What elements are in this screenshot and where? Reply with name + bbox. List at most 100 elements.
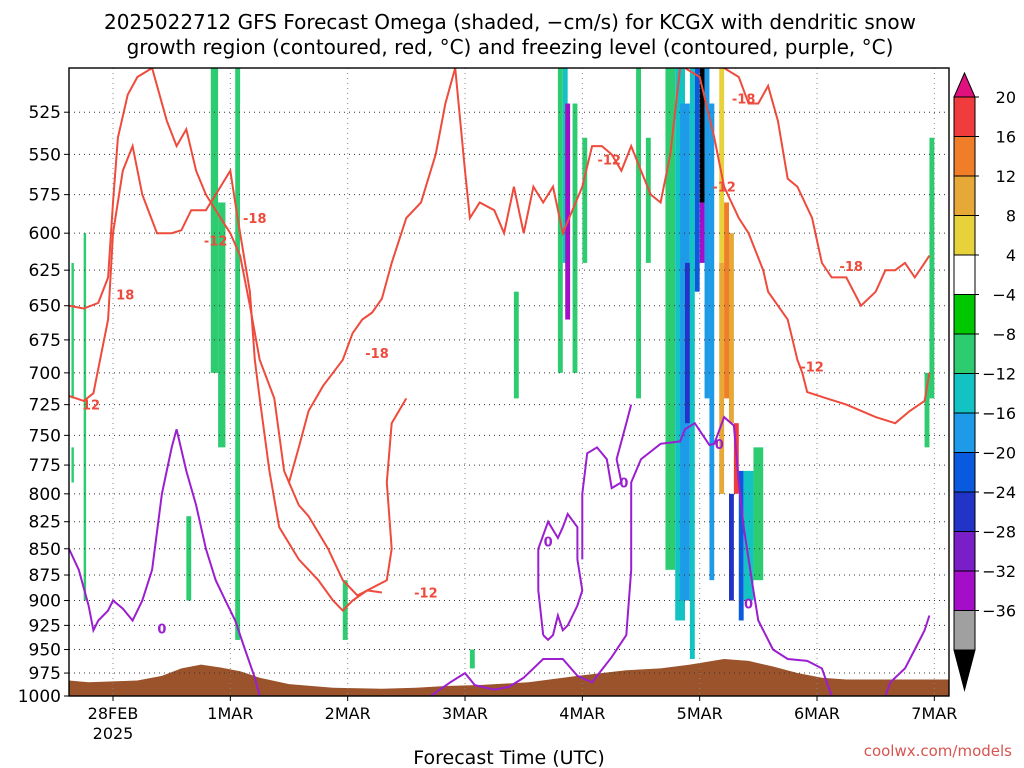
omega-cell-5 — [71, 262, 74, 399]
omega-cell-43 — [699, 68, 705, 203]
omega-cell-15 — [235, 68, 241, 640]
y-tick-label-675: 675 — [29, 331, 61, 351]
y-tick-label-750: 750 — [29, 426, 61, 446]
omega-cell-9 — [171, 68, 177, 104]
colorbar-box-0 — [953, 96, 976, 137]
colorbar-box-11 — [953, 531, 976, 572]
colorbar-top-arrow — [953, 71, 976, 98]
omega-cell-37 — [665, 68, 676, 570]
contour-label-5: -12 — [414, 586, 438, 601]
x-tick-sublabel-28FEB: 2025 — [93, 724, 134, 743]
x-tick-label-6MAR: 6MAR — [794, 704, 840, 723]
contour-label-11: 0 — [157, 622, 166, 637]
y-tick-label-650: 650 — [29, 297, 61, 317]
omega-cell-20 — [337, 482, 353, 528]
omega-cell-14 — [225, 262, 233, 448]
omega-cell-61 — [929, 569, 935, 621]
omega-cell-6 — [71, 447, 74, 483]
colorbar-label-1: 16 — [996, 128, 1016, 147]
plot-frame — [68, 67, 950, 697]
omega-shading-layer — [71, 68, 935, 669]
contour-label-14: 0 — [715, 438, 724, 453]
omega-cell-10 — [191, 68, 197, 373]
colorbar-box-8 — [953, 412, 976, 453]
contour-layer — [69, 68, 931, 696]
omega-cell-47 — [714, 137, 720, 601]
grid-layer — [69, 68, 949, 696]
omega-cell-27 — [513, 291, 519, 399]
omega-cell-41 — [689, 68, 695, 660]
omega-cell-35 — [636, 68, 641, 399]
omega-cell-45 — [704, 68, 710, 399]
contour-label-10: -12 — [800, 360, 824, 375]
x-tick-label-7MAR: 7MAR — [911, 704, 957, 723]
contour-label-layer: 18 12 -18 -12 -18 -12 -12 -18 -12 -18 -12 0 0 0 0 0 — [82, 92, 863, 637]
omega-cell-16 — [240, 103, 245, 263]
x-tick-label-2MAR: 2MAR — [325, 704, 371, 723]
omega-cell-12 — [210, 68, 219, 373]
colorbar-box-10 — [953, 491, 976, 532]
omega-cell-55 — [743, 470, 754, 601]
terrain-surface — [69, 659, 949, 696]
omega-cell-19 — [308, 470, 314, 517]
y-tick-label-600: 600 — [29, 224, 61, 244]
omega-cell-50 — [724, 202, 729, 399]
colorbar-box-6 — [953, 333, 976, 374]
omega-cell-51 — [729, 233, 734, 424]
freezing-level-contour-0 — [69, 429, 261, 696]
y-tick-label-525: 525 — [29, 103, 61, 123]
colorbar-label-12: −32 — [982, 562, 1016, 581]
x-tick-label-28FEB: 28FEB — [88, 704, 139, 723]
dendritic-contour-0 — [69, 142, 383, 613]
omega-cell-42 — [694, 68, 700, 292]
x-tick-label-5MAR: 5MAR — [677, 704, 723, 723]
omega-cell-44 — [699, 202, 705, 263]
chart-title-line-2: growth region (contoured, red, °C) and f… — [127, 35, 894, 59]
colorbar: 20 16 12 8 4 −4 −8 −12 −16 −20 −24 −28 −32 −36 — [953, 71, 1016, 692]
x-tick-label-1MAR: 1MAR — [207, 704, 253, 723]
omega-cell-31 — [572, 103, 578, 373]
dendritic-contour-3 — [454, 68, 682, 237]
colorbar-label-11: −28 — [982, 523, 1016, 542]
omega-cell-57 — [895, 68, 901, 104]
contour-label-2: -18 — [243, 212, 267, 227]
y-tick-label-850: 850 — [29, 540, 61, 560]
omega-cell-54 — [738, 470, 744, 621]
colorbar-box-2 — [953, 175, 976, 216]
omega-cell-59 — [924, 372, 930, 448]
colorbar-box-3 — [953, 215, 976, 256]
contour-label-12: 0 — [544, 535, 553, 550]
colorbar-box-4 — [953, 254, 976, 295]
omega-cell-23 — [465, 248, 475, 278]
colorbar-label-7: −12 — [982, 365, 1016, 384]
colorbar-label-3: 8 — [1006, 207, 1016, 226]
contour-label-15: 0 — [744, 598, 753, 613]
colorbar-bottom-arrow — [953, 649, 976, 692]
colorbar-label-2: 12 — [996, 167, 1016, 186]
omega-cell-24 — [445, 137, 451, 203]
omega-cell-8 — [127, 68, 133, 263]
omega-cell-56 — [753, 447, 764, 581]
freezing-level-contour-2 — [537, 511, 584, 642]
y-tick-label-550: 550 — [29, 145, 61, 165]
terrain-layer — [69, 659, 949, 696]
omega-cell-21 — [342, 580, 348, 640]
omega-cell-32 — [582, 137, 588, 263]
colorbar-box-13 — [953, 610, 976, 651]
site-credit: coolwx.com/models — [864, 742, 1012, 760]
omega-cell-48 — [719, 68, 725, 263]
colorbar-label-0: 20 — [996, 88, 1016, 107]
colorbar-box-1 — [953, 136, 976, 177]
colorbar-label-8: −16 — [982, 404, 1016, 423]
y-tick-label-775: 775 — [29, 456, 61, 476]
colorbar-box-5 — [953, 294, 976, 335]
colorbar-box-9 — [953, 452, 976, 493]
y-tick-label-700: 700 — [29, 364, 61, 384]
chart-title-line-1: 2025022712 GFS Forecast Omega (shaded, −… — [104, 10, 916, 34]
contour-label-3: -12 — [204, 235, 228, 250]
y-tick-label-1000: 1000 — [18, 687, 61, 707]
colorbar-label-5: −4 — [992, 286, 1016, 305]
omega-cell-11 — [201, 233, 206, 436]
y-tick-label-950: 950 — [29, 641, 61, 661]
y-axis-ticks: 525 550 575 600 625 650 675 700 725 750 775 800 825 8… — [18, 103, 69, 707]
